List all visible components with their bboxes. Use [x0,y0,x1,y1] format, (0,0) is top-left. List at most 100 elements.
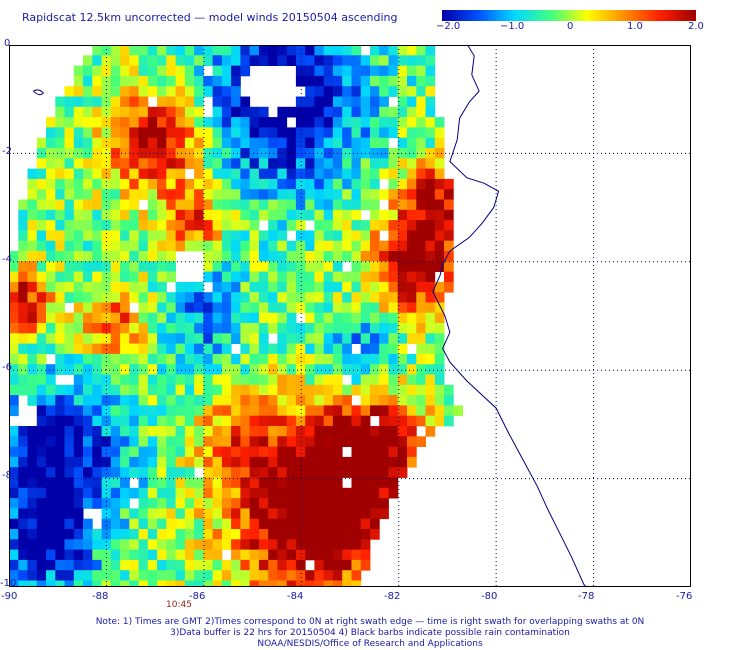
swath-cell [258,209,269,221]
swath-cell [305,477,315,489]
swath-cell [92,45,102,56]
swath-cell [231,75,241,87]
swath-cell [36,178,47,190]
swath-cell [342,518,352,530]
swath-cell [258,405,269,417]
swath-cell [332,487,343,499]
swath-cell [27,570,38,581]
swath-cell [101,395,112,406]
coastline-path [432,45,587,587]
swath-cell [314,333,325,344]
swath-cell [175,75,186,87]
swath-cell [332,549,343,561]
swath-cell [286,55,297,66]
swath-cell [147,261,158,272]
swath-cell [305,127,315,139]
swath-cell [434,148,445,159]
colorbar-tick: 2.0 [688,21,704,32]
swath-cell [231,209,241,221]
swath-cell [157,45,167,56]
swath-cell [342,251,352,262]
swath-cell [212,539,223,550]
swath-cell [166,518,176,530]
swath-cell [388,395,399,406]
swath-cell [157,292,167,303]
swath-cell [221,220,232,231]
swath-cell [175,323,186,334]
swath-cell [314,529,325,540]
swath-cell [407,199,417,211]
swath-cell [157,487,167,499]
swath-cell [268,415,278,427]
swath-cell [286,209,297,221]
swath-cell [370,240,380,252]
swath-cell [138,55,149,66]
swath-cell [268,436,278,447]
swath-cell [342,467,352,478]
swath-cell [425,65,436,77]
swath-cell [46,549,56,561]
swath-cell [360,374,371,386]
swath-cell [231,395,241,406]
swath-cell [18,230,28,242]
swath-cell [203,86,214,97]
swath-cell [175,498,186,509]
swath-cell [203,518,214,530]
swath-cell [407,209,417,221]
swath-cell [175,467,186,478]
swath-cell [240,436,251,447]
swath-cell [157,261,167,272]
swath-cell [92,127,102,139]
swath-cell [147,498,158,509]
swath-cell [203,487,214,499]
swath-cell [342,148,352,159]
swath-cell [46,559,56,571]
swath-cell [258,178,269,190]
swath-cell [258,251,269,262]
swath-cell [323,292,334,303]
swath-cell [110,106,121,118]
swath-cell [129,518,139,530]
swath-cell [55,209,65,221]
swath-cell [184,323,195,334]
swath-cell [212,374,223,386]
swath-cell [64,86,75,97]
swath-cell [249,230,260,242]
lon-label: -88 [92,591,109,602]
swath-cell [305,189,315,200]
swath-cell [184,158,195,169]
swath-cell [240,302,251,314]
swath-cell [18,364,28,375]
swath-cell [240,292,251,303]
swath-cell [194,312,204,324]
swath-cell [249,199,260,211]
swath-cell [425,209,436,221]
swath-cell [258,364,269,375]
swath-cell [64,364,75,375]
swath-cell [342,405,352,417]
swath-cell [27,508,38,520]
swath-cell [18,456,28,468]
swath-cell [342,498,352,509]
swath-cell [27,426,38,437]
swath-cell [175,240,186,252]
swath-cell [147,549,158,561]
swath-cell [129,271,139,283]
swath-cell [184,302,195,314]
swath-cell [258,323,269,334]
swath-cell [83,158,93,169]
swath-cell [416,220,426,231]
swath-cell [138,281,149,293]
swath-cell [360,230,371,242]
swath-cell [342,415,352,427]
swath-cell [240,333,251,344]
swath-cell [129,137,139,149]
swath-cell [249,508,260,520]
swath-cell [268,539,278,550]
swath-cell [295,45,306,56]
swath-cell [240,55,251,66]
swath-cell [351,96,362,108]
swath-cell [110,374,121,386]
swath-cell [332,508,343,520]
swath-cell [92,302,102,314]
